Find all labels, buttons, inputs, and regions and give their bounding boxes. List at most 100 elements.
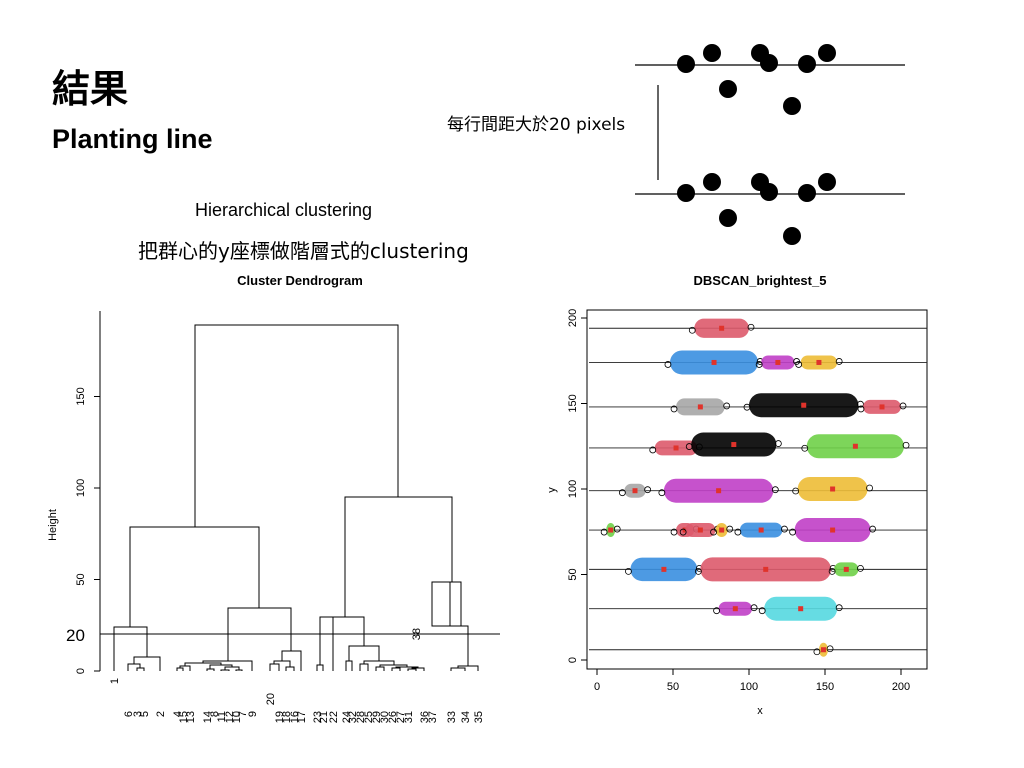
cluster-centroid (852, 443, 858, 449)
spacing-note: 每行間距大於20 pixels (447, 115, 626, 135)
noise-point (857, 400, 864, 408)
noise-point (835, 358, 843, 365)
dendrogram-leaf-label: 27 (395, 711, 407, 723)
plant-dot-top (798, 55, 816, 73)
noise-point (613, 525, 621, 533)
cluster-centroid (879, 404, 885, 410)
noise-point (664, 361, 672, 368)
plant-dot-bottom (798, 184, 816, 202)
noise-point (644, 486, 652, 494)
noise-point (771, 486, 779, 494)
hierarchical-clustering-title: Hierarchical clustering (195, 200, 373, 220)
scatter-ytick-label: 50 (567, 568, 579, 580)
noise-point (710, 528, 717, 536)
dendrogram-leaf-label: 33 (446, 711, 458, 723)
plant-dot-top (677, 55, 695, 73)
dendrogram-leaf-label: 22 (328, 711, 340, 723)
noise-point (899, 402, 907, 410)
dendrogram-leaf-label: 23 (312, 711, 324, 723)
dendrogram-leaf-label: 35 (473, 711, 485, 723)
noise-point (694, 567, 702, 575)
cluster-centroid (830, 527, 836, 533)
noise-point (734, 528, 742, 536)
noise-point (795, 361, 803, 368)
cluster-centroid (732, 606, 738, 612)
noise-point (658, 489, 666, 497)
scatter-xtick-label: 0 (594, 681, 600, 693)
cluster-centroid (820, 647, 826, 653)
dendrogram-leaf-label: 34 (460, 711, 472, 723)
dendrogram-leaf-label: 6 (123, 711, 135, 717)
dendrogram-leaf-label: 2 (155, 711, 167, 717)
noise-point (857, 405, 865, 413)
noise-point (750, 604, 758, 612)
cluster-centroid (632, 488, 638, 494)
dendrogram-leaf-label: 25 (363, 711, 375, 723)
noise-point (789, 528, 796, 536)
noise-point (649, 446, 657, 454)
dendrogram-ytick-label: 100 (75, 479, 87, 497)
dendrogram-leaf-label: 18 (281, 711, 293, 723)
dendrogram-leaf-label: 29 (371, 711, 383, 723)
dendrogram-leaf-label: 15 (178, 711, 190, 723)
dendrogram-leaf-label: 11 (216, 711, 228, 722)
scatter-ytick-label: 150 (567, 394, 579, 412)
noise-point (835, 604, 843, 612)
dendrogram-ylabel: Height (47, 509, 59, 541)
slide-title: 結果 (52, 67, 129, 111)
dendrogram-leaf-label: 31 (403, 711, 415, 723)
noise-point (828, 567, 836, 575)
plant-dot-top (703, 44, 721, 62)
scatter-ytick-label: 100 (567, 480, 579, 498)
dendrogram-ytick-label: 50 (75, 573, 87, 585)
dendrogram-leaf-label: 28 (355, 711, 367, 723)
dendrogram-leaf-label: 26 (387, 711, 399, 723)
cluster-centroid (608, 527, 614, 533)
dendrogram-leaf-label: 4 (172, 711, 184, 717)
cluster-centroid (719, 325, 725, 331)
cluster-centroid (731, 442, 737, 448)
noise-point (826, 645, 834, 653)
cluster-centroid (661, 566, 667, 572)
plant-dot-bottom (719, 209, 737, 227)
scatter-xtick-label: 150 (816, 681, 834, 693)
cluster-centroid (716, 488, 722, 494)
plant-dot-top (818, 44, 836, 62)
cluster-centroid (719, 527, 725, 533)
dendrogram-leaf-label: 20 (265, 693, 277, 705)
noise-point (723, 402, 731, 410)
noise-point (758, 607, 766, 615)
hierarchical-clustering-description: 把群心的y座標做階層式的clustering (138, 239, 469, 263)
dendrogram-leaf-label: 17 (296, 711, 308, 723)
dendrogram-leaf-label: 38 (411, 628, 423, 640)
dendrogram-leaf-label: 7 (237, 711, 249, 717)
dendrogram-leaf-label: 10 (231, 711, 243, 723)
noise-point (670, 528, 678, 536)
scatter-ylabel: y (546, 487, 558, 493)
plant-dot-bottom (677, 184, 695, 202)
noise-point (866, 484, 873, 492)
noise-point (869, 525, 876, 533)
plant-dot-top (760, 54, 778, 72)
cluster-centroid (758, 527, 764, 533)
dendrogram-ytick-label: 150 (75, 387, 87, 405)
cluster-centroid (843, 566, 849, 572)
scatter-xlabel: x (757, 705, 763, 717)
noise-point (670, 405, 678, 413)
dendrogram-leaf-label: 16 (289, 711, 301, 723)
plant-dot-top (719, 80, 737, 98)
scatter-xtick-label: 100 (740, 681, 758, 693)
cluster-centroid (673, 445, 679, 451)
dendrogram-leaf-label: 13 (185, 711, 197, 723)
cluster-centroid (763, 566, 769, 572)
noise-point (600, 528, 608, 536)
dendrogram-leaf-label: 24 (341, 711, 353, 723)
noise-point (685, 443, 693, 450)
dendrogram-leaf-label: 21 (318, 711, 330, 723)
scatter-ytick-label: 200 (567, 309, 579, 327)
noise-point (688, 326, 696, 334)
cluster-centroid (801, 402, 807, 408)
scatter-xtick-label: 200 (892, 681, 910, 693)
noise-point (801, 444, 809, 452)
